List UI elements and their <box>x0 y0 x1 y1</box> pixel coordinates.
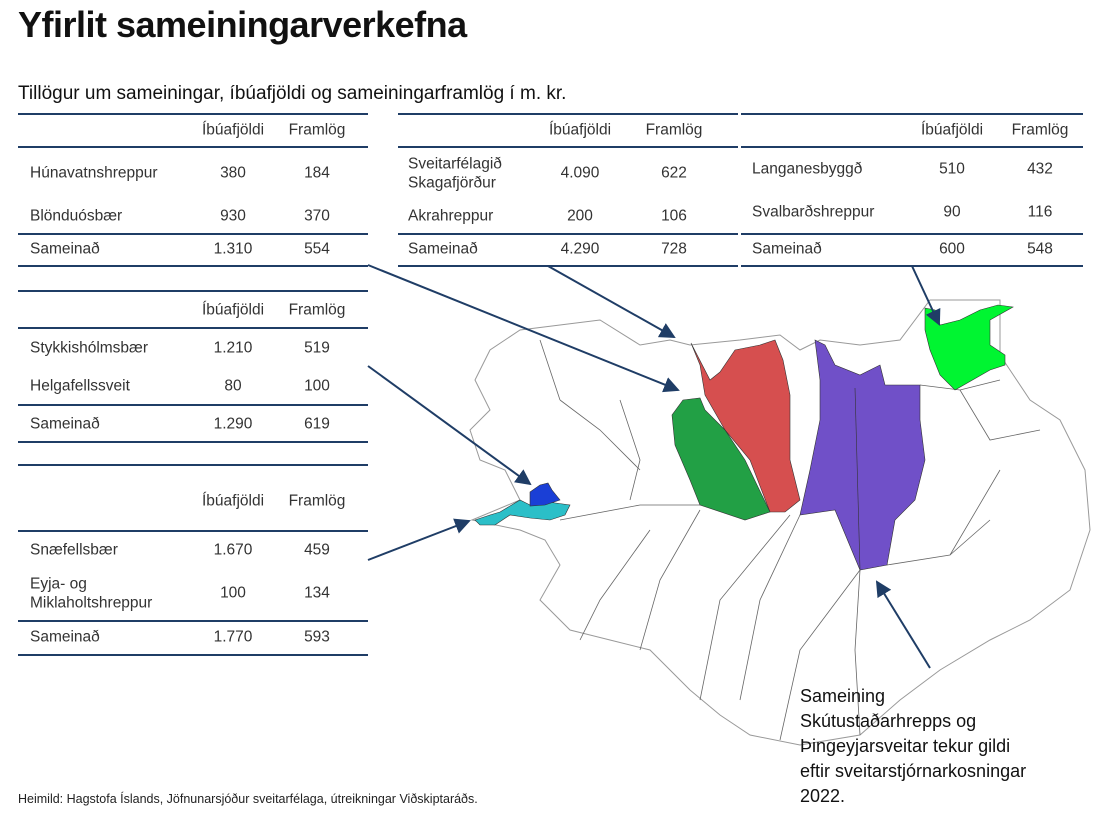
row-pop: 1.670 <box>213 541 253 559</box>
col-header-fund: Framlög <box>288 121 346 139</box>
total-pop: 1.290 <box>213 415 253 433</box>
subtitle: Tillögur um sameiningar, íbúafjöldi og s… <box>18 83 567 104</box>
row-fund: 622 <box>661 164 687 182</box>
row-name: Sveitarfélagið Skagafjörður <box>408 155 502 191</box>
row-name: Húnavatnshreppur <box>30 164 158 182</box>
arrow-stykkisholmur <box>367 365 532 486</box>
table-hunavatn: Íbúafjöldi Framlög Húnavatnshreppur 380 … <box>18 113 368 268</box>
row-name: Snæfellsbær <box>30 541 118 559</box>
table-snaefellsbaer: Íbúafjöldi Framlög Snæfellsbær 1.670 459… <box>18 464 368 659</box>
row-fund: 519 <box>304 339 330 357</box>
col-header-fund: Framlög <box>645 121 703 139</box>
col-header-fund: Framlög <box>1011 121 1069 139</box>
row-name: Akrahreppur <box>408 207 494 225</box>
total-fund: 728 <box>661 240 687 258</box>
total-fund: 548 <box>1027 240 1053 258</box>
arrow-skagafjordur <box>547 265 676 338</box>
row-pop: 200 <box>567 207 593 225</box>
row-pop: 510 <box>939 160 965 178</box>
total-name: Sameinað <box>30 628 100 646</box>
col-header-pop: Íbúafjöldi <box>920 121 984 139</box>
arrow-snaefellsnes <box>367 518 471 561</box>
merger-note: Sameining Skútustaðarhrepps og Þingeyjar… <box>800 686 1027 806</box>
row-pop: 90 <box>943 203 961 221</box>
arrow-langanes <box>911 265 941 326</box>
total-name: Sameinað <box>752 240 822 258</box>
row-fund: 134 <box>304 584 330 602</box>
col-header-pop: Íbúafjöldi <box>201 301 265 319</box>
region-thingeyjar <box>799 339 926 571</box>
total-name: Sameinað <box>30 240 100 258</box>
table-skagafjordur: Íbúafjöldi Framlög Sveitarfélagið Skagaf… <box>398 113 738 268</box>
col-header-pop: Íbúafjöldi <box>201 121 265 139</box>
row-fund: 432 <box>1027 160 1053 178</box>
total-pop: 4.290 <box>560 240 600 258</box>
arrow-hunavatn <box>367 264 680 393</box>
row-fund: 370 <box>304 207 330 225</box>
region-hunavatn <box>671 397 771 521</box>
total-fund: 619 <box>304 415 330 433</box>
col-header-fund: Framlög <box>288 301 346 319</box>
arrow-thingeyjar <box>875 580 931 669</box>
row-pop: 100 <box>220 584 246 602</box>
row-pop: 930 <box>220 207 246 225</box>
total-pop: 600 <box>939 240 965 258</box>
row-name: Eyja- og Miklaholtshreppur <box>30 575 153 611</box>
region-skagafjordur <box>690 339 801 513</box>
row-name: Svalbarðshreppur <box>752 203 875 221</box>
row-name: Stykkishólmsbær <box>30 339 148 357</box>
row-pop: 1.210 <box>213 339 253 357</box>
table-langanes: Íbúafjöldi Framlög Langanesbyggð 510 432… <box>741 113 1083 268</box>
col-header-pop: Íbúafjöldi <box>201 492 265 510</box>
row-pop: 80 <box>224 377 242 395</box>
total-name: Sameinað <box>30 415 100 433</box>
row-fund: 116 <box>1027 203 1053 221</box>
row-name: Helgafellssveit <box>30 377 130 395</box>
source-note: Heimild: Hagstofa Íslands, Jöfnunarsjóðu… <box>18 792 478 806</box>
row-fund: 106 <box>661 207 687 225</box>
row-pop: 380 <box>220 164 246 182</box>
municipality-borders <box>539 339 1041 741</box>
total-pop: 1.310 <box>213 240 253 258</box>
page-title: Yfirlit sameiningarverkefna <box>18 4 467 45</box>
row-fund: 459 <box>304 541 330 559</box>
total-fund: 593 <box>304 628 330 646</box>
region-snaefellsnes <box>474 499 571 526</box>
col-header-fund: Framlög <box>288 492 346 510</box>
row-name: Langanesbyggð <box>752 160 863 178</box>
total-pop: 1.770 <box>213 628 253 646</box>
row-pop: 4.090 <box>560 164 600 182</box>
col-header-pop: Íbúafjöldi <box>548 121 612 139</box>
table-stykkisholmur: Íbúafjöldi Framlög Stykkishólmsbær 1.210… <box>18 290 368 445</box>
row-fund: 100 <box>304 377 330 395</box>
row-name: Blönduósbær <box>30 207 123 225</box>
total-fund: 554 <box>304 240 330 258</box>
total-name: Sameinað <box>408 240 478 258</box>
region-langanes <box>924 304 1014 391</box>
region-stykkisholmur <box>529 482 561 507</box>
row-fund: 184 <box>304 164 330 182</box>
